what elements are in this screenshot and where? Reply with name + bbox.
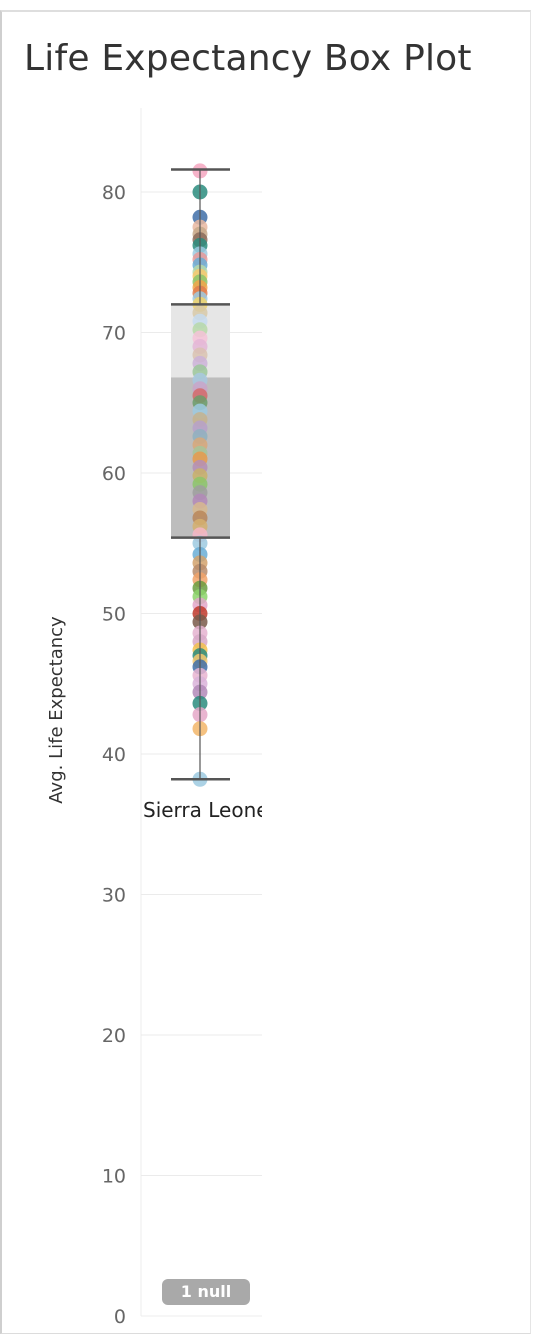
y-tick-label: 20 — [102, 1025, 126, 1047]
chart-frame — [0, 10, 531, 1334]
y-axis-label: Avg. Life Expectancy — [46, 616, 67, 804]
y-tick-label: 10 — [102, 1166, 126, 1188]
chart-title: Life Expectancy Box Plot — [24, 38, 472, 79]
y-tick-label: 30 — [102, 885, 126, 907]
y-tick-label: 80 — [102, 182, 126, 204]
annotation-label: Sierra Leone — [143, 798, 269, 822]
null-badge[interactable]: 1 null — [162, 1279, 250, 1305]
whiskers — [171, 168, 230, 781]
y-tick-label: 40 — [102, 744, 126, 766]
y-axis-ticks: 0 10 20 30 40 50 60 70 80 — [102, 182, 126, 1328]
y-tick-label: 50 — [102, 604, 126, 626]
y-tick-label: 0 — [114, 1306, 126, 1328]
y-tick-label: 60 — [102, 463, 126, 485]
y-tick-label: 70 — [102, 323, 126, 345]
